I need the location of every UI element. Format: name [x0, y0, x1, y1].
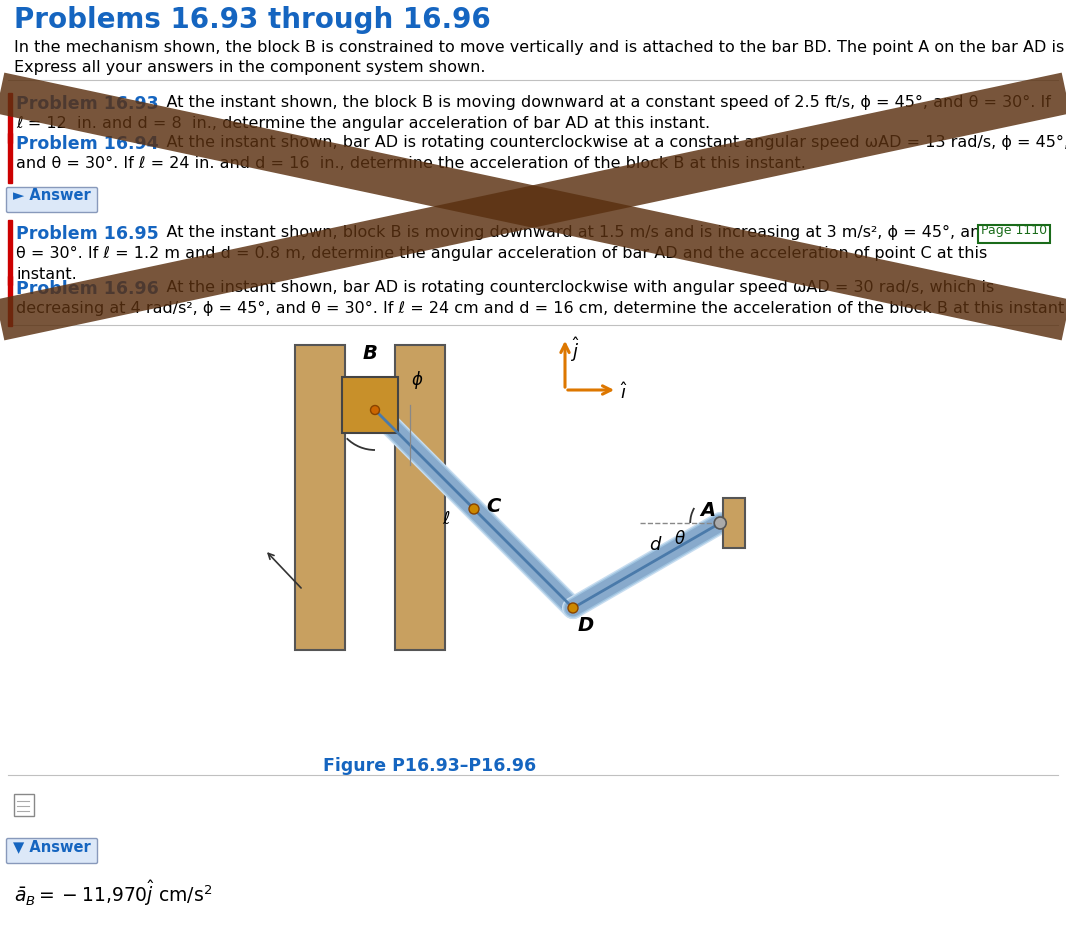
Text: $\ell$: $\ell$: [441, 510, 450, 528]
Text: Express all your answers in the component system shown.: Express all your answers in the componen…: [14, 60, 485, 75]
Text: Problem 16.95: Problem 16.95: [16, 225, 159, 243]
Bar: [9, 133, 12, 183]
Bar: [723, 498, 745, 548]
FancyBboxPatch shape: [6, 188, 97, 212]
Text: $\phi$: $\phi$: [410, 369, 423, 391]
Text: θ = 30°. If ℓ = 1.2 m and d = 0.8 m, determine the angular acceleration of bar A: θ = 30°. If ℓ = 1.2 m and d = 0.8 m, det…: [16, 246, 987, 261]
Text: At the instant shown, block B is moving downward at 1.5 m/s and is increasing at: At the instant shown, block B is moving …: [146, 225, 990, 240]
Bar: [14, 794, 34, 816]
Text: In the mechanism shown, the block B is constrained to move vertically and is att: In the mechanism shown, the block B is c…: [14, 40, 1066, 55]
Text: Page 1110: Page 1110: [981, 224, 1047, 237]
Text: A: A: [700, 501, 715, 520]
Text: d: d: [649, 537, 660, 555]
Text: $\hat{\imath}$: $\hat{\imath}$: [620, 383, 628, 404]
Text: Problem 16.94: Problem 16.94: [16, 135, 159, 153]
Text: Problem 16.96: Problem 16.96: [16, 280, 159, 298]
Circle shape: [714, 517, 726, 529]
Text: ▼ Answer: ▼ Answer: [13, 839, 91, 854]
Text: Problems 16.93 through 16.96: Problems 16.93 through 16.96: [14, 6, 490, 34]
Text: D: D: [578, 616, 594, 635]
Text: At the instant shown, the block B is moving downward at a constant speed of 2.5 : At the instant shown, the block B is mov…: [146, 95, 1051, 110]
Text: and θ = 30°. If ℓ = 24 in. and d = 16  in., determine the acceleration of the bl: and θ = 30°. If ℓ = 24 in. and d = 16 in…: [16, 156, 806, 171]
Text: instant.: instant.: [16, 267, 77, 282]
Text: At the instant shown, bar AD is rotating counterclockwise with angular speed ωAD: At the instant shown, bar AD is rotating…: [146, 280, 995, 295]
Text: At the instant shown, bar AD is rotating counterclockwise at a constant angular : At the instant shown, bar AD is rotating…: [146, 135, 1066, 150]
Text: ℓ = 12  in. and d = 8  in., determine the angular acceleration of bar AD at this: ℓ = 12 in. and d = 8 in., determine the …: [16, 116, 710, 131]
Bar: [9, 220, 12, 285]
Text: Problem 16.93: Problem 16.93: [16, 95, 159, 113]
Bar: [9, 276, 12, 326]
Bar: [978, 225, 1050, 243]
Text: ► Answer: ► Answer: [13, 188, 91, 203]
Text: $\theta$: $\theta$: [675, 530, 687, 548]
Text: B: B: [362, 343, 377, 362]
Text: Figure P16.93–P16.96: Figure P16.93–P16.96: [323, 757, 536, 775]
Circle shape: [469, 504, 479, 514]
Text: C: C: [486, 498, 500, 517]
Circle shape: [371, 406, 379, 414]
Bar: [9, 93, 12, 143]
Bar: [295, 345, 345, 650]
Text: $\hat{j}$: $\hat{j}$: [570, 335, 580, 364]
Text: decreasing at 4 rad/s², ϕ = 45°, and θ = 30°. If ℓ = 24 cm and d = 16 cm, determ: decreasing at 4 rad/s², ϕ = 45°, and θ =…: [16, 301, 1066, 316]
Circle shape: [568, 603, 578, 613]
Text: $\bar{a}_B = -11{,}970\hat{j}\ \mathrm{cm/s^2}$: $\bar{a}_B = -11{,}970\hat{j}\ \mathrm{c…: [14, 878, 212, 908]
FancyBboxPatch shape: [6, 838, 97, 864]
Bar: [342, 377, 398, 433]
Bar: [395, 345, 445, 650]
